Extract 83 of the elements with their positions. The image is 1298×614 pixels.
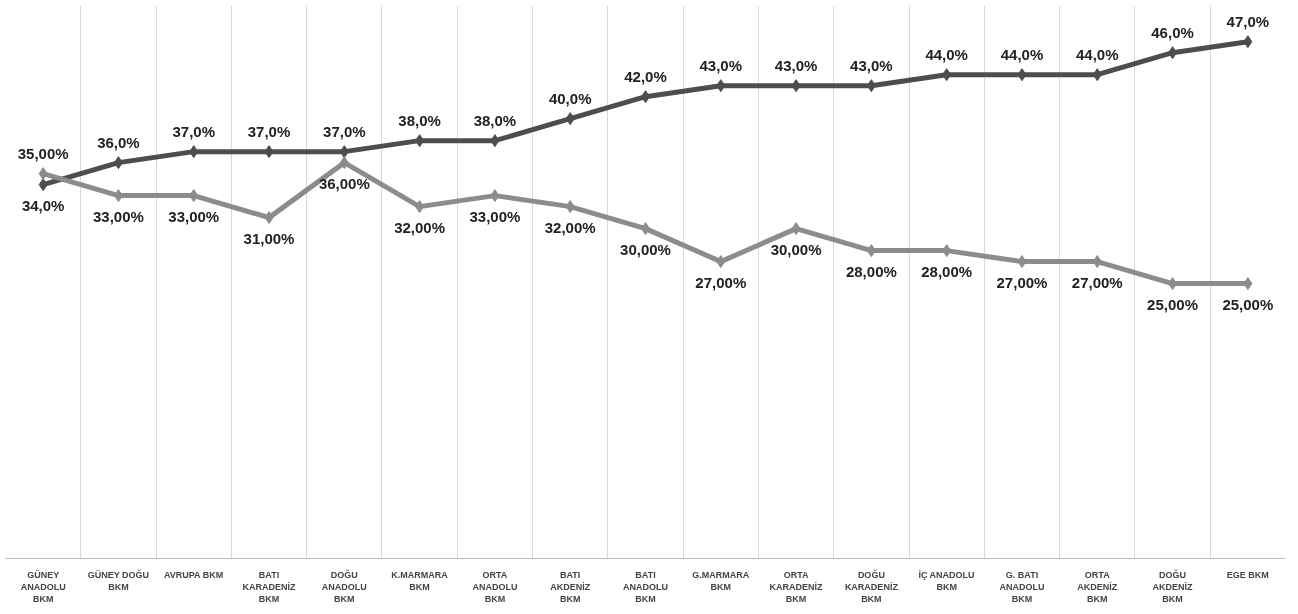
x-tick-label: G. BATI ANADOLU BKM [999, 569, 1045, 604]
x-tick-label: G.MARMARA BKM [692, 569, 750, 592]
data-label: 34,0% [21, 196, 65, 214]
data-label: 30,00% [620, 240, 671, 258]
point [866, 244, 876, 258]
x-tick-label: BATI KARADENİZ BKM [242, 569, 297, 604]
data-label: 37,0% [172, 122, 216, 140]
data-label: 44,0% [1000, 45, 1044, 63]
point [113, 156, 123, 170]
data-label: 27,00% [1071, 273, 1123, 291]
point [565, 200, 575, 214]
point [1243, 277, 1253, 291]
x-tick-label: BATI AKDENİZ BKM [550, 569, 591, 604]
data-label: 37,0% [247, 122, 291, 140]
x-tick-label: BATI ANADOLU BKM [623, 569, 668, 604]
point [38, 167, 48, 181]
point [113, 189, 123, 203]
data-label: 27,00% [695, 273, 747, 291]
point [189, 145, 199, 159]
point [264, 211, 274, 225]
data-label: 33,00% [469, 207, 521, 225]
data-label: 30,00% [770, 240, 822, 258]
point [339, 145, 349, 159]
point [565, 112, 575, 126]
data-label: 43,0% [699, 56, 743, 74]
point [1168, 277, 1178, 291]
data-label: 31,00% [243, 229, 295, 247]
point [1017, 255, 1027, 269]
data-label: 25,00% [1147, 295, 1198, 313]
data-label: 38,0% [473, 111, 517, 129]
x-tick-label: DOĞU KARADENİZ BKM [844, 568, 899, 604]
data-label: 43,0% [850, 56, 893, 74]
data-label: 46,0% [1151, 23, 1194, 41]
x-tick-label: EGE BKM [1226, 569, 1269, 580]
point [415, 134, 425, 148]
data-label: 42,0% [624, 67, 667, 85]
data-label: 32,00% [544, 218, 596, 236]
point [415, 200, 425, 214]
data-label: 40,0% [548, 89, 592, 107]
data-label: 33,00% [168, 207, 220, 225]
point [339, 156, 349, 170]
x-tick-label: ORTA AKDENİZ BKM [1077, 569, 1118, 604]
x-tick-label: ORTA ANADOLU BKM [472, 569, 518, 604]
point [264, 145, 274, 159]
data-label: 38,0% [398, 111, 441, 129]
data-label: 32,00% [394, 218, 446, 236]
point [716, 79, 726, 93]
data-label: 25,00% [1222, 295, 1274, 313]
point [1168, 46, 1178, 60]
data-label: 36,0% [97, 133, 140, 151]
data-label: 43,0% [774, 56, 818, 74]
data-label: 44,0% [925, 45, 968, 63]
data-label: 33,00% [93, 207, 144, 225]
x-tick-label: GÜNEY ANADOLU BKM [20, 569, 66, 604]
point [189, 189, 199, 203]
point [791, 79, 801, 93]
point [942, 68, 952, 82]
point [490, 189, 500, 203]
x-tick-label: GÜNEY DOĞU BKM [87, 568, 150, 592]
data-label: 28,00% [921, 262, 973, 280]
data-label: 27,00% [996, 273, 1048, 291]
point [791, 222, 801, 236]
data-label: 47,0% [1226, 12, 1270, 30]
point [866, 79, 876, 93]
x-tick-label: ORTA KARADENİZ BKM [769, 569, 824, 604]
x-tick-label: DOĞU AKDENİZ BKM [1152, 568, 1194, 604]
point [1243, 35, 1253, 49]
point [490, 134, 500, 148]
data-label: 28,00% [845, 262, 897, 280]
point [716, 255, 726, 269]
data-label: 35,00% [17, 144, 69, 162]
data-label: 37,0% [323, 122, 366, 140]
x-tick-label: K.MARMARA BKM [391, 569, 449, 592]
data-label: 36,00% [318, 174, 370, 192]
x-tick-label: DOĞU ANADOLU BKM [321, 568, 367, 604]
point [942, 244, 952, 258]
x-tick-label: İÇ ANADOLU BKM [918, 569, 975, 592]
data-label: 44,0% [1076, 45, 1119, 63]
point [1017, 68, 1027, 82]
point [1092, 68, 1102, 82]
point [38, 178, 48, 192]
x-tick-label: AVRUPA BKM [163, 569, 224, 580]
point [1092, 255, 1102, 269]
